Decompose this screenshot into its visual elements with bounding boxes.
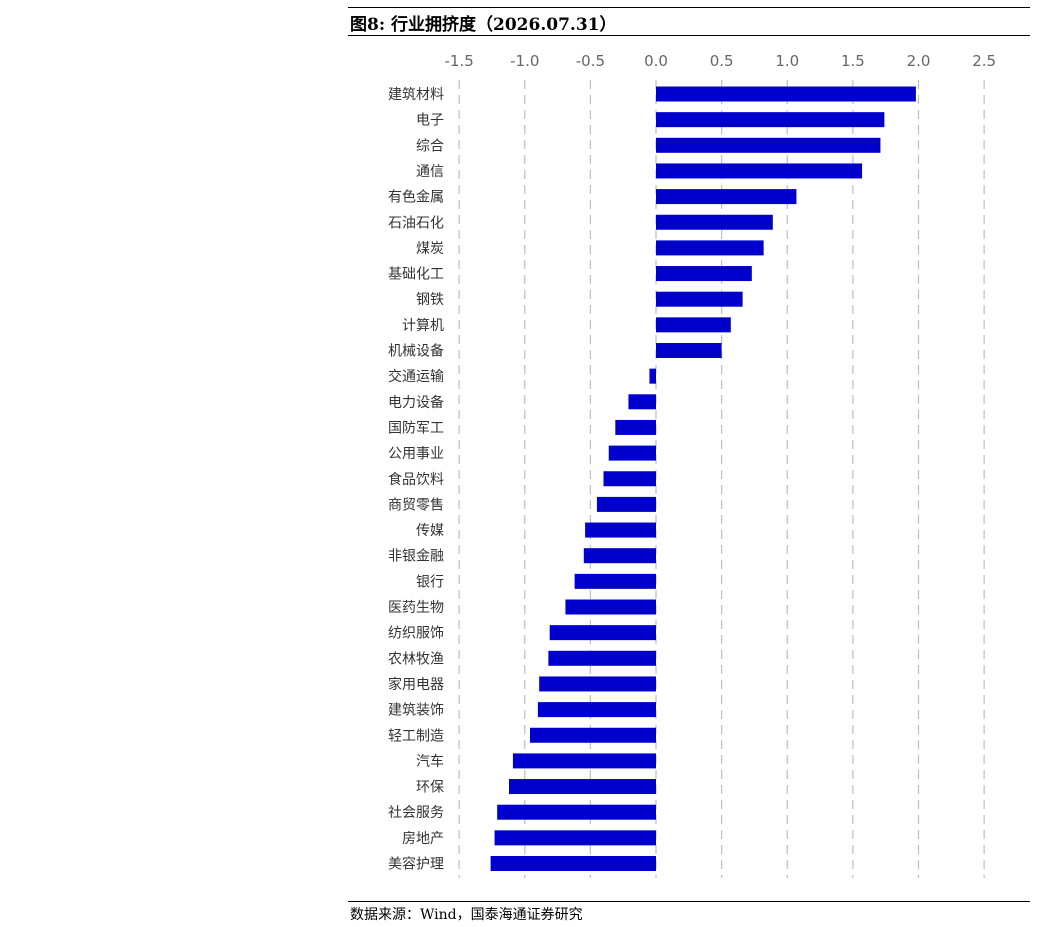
category-label: 国防军工 bbox=[388, 420, 444, 436]
bar bbox=[656, 240, 764, 256]
x-tick-label: 0.0 bbox=[644, 52, 668, 70]
category-label: 有色金属 bbox=[388, 189, 444, 206]
bar bbox=[656, 137, 881, 153]
category-label: 交通运输 bbox=[388, 368, 444, 385]
bar bbox=[615, 419, 656, 435]
top-rule bbox=[348, 7, 1030, 8]
bottom-rule bbox=[348, 901, 1030, 902]
category-label: 商贸零售 bbox=[388, 497, 444, 513]
x-tick-label: -1.0 bbox=[510, 52, 539, 70]
bar bbox=[548, 650, 656, 666]
x-tick-label: 2.5 bbox=[972, 52, 996, 70]
category-label: 钢铁 bbox=[416, 292, 444, 308]
bar bbox=[585, 522, 656, 538]
bars bbox=[490, 86, 916, 871]
bar bbox=[656, 317, 731, 333]
x-tick-label: -1.5 bbox=[444, 52, 473, 70]
category-label: 计算机 bbox=[402, 318, 444, 334]
category-label: 医药生物 bbox=[388, 600, 444, 616]
category-label: 传媒 bbox=[416, 523, 444, 539]
title-rule bbox=[348, 35, 1030, 36]
x-axis-ticks: -1.5 -1.0 -0.5 0.0 0.5 1.0 1.5 2.0 2.5 bbox=[444, 52, 996, 70]
category-label: 煤炭 bbox=[416, 241, 444, 257]
source-note: 数据来源：Wind，国泰海通证券研究 bbox=[350, 907, 583, 923]
category-label: 家用电器 bbox=[388, 676, 444, 693]
category-label: 公用事业 bbox=[388, 446, 444, 462]
bar bbox=[656, 189, 797, 205]
bar bbox=[565, 599, 656, 615]
figure-title: 图8: 行业拥挤度（2026.07.31） bbox=[350, 15, 617, 35]
category-label: 农林牧渔 bbox=[388, 651, 444, 667]
category-label: 建筑装饰 bbox=[388, 703, 444, 719]
bar bbox=[574, 573, 656, 589]
bar bbox=[509, 779, 656, 795]
bar bbox=[596, 496, 656, 512]
category-label: 汽车 bbox=[416, 753, 444, 770]
category-label: 社会服务 bbox=[388, 805, 444, 821]
category-label: 食品饮料 bbox=[388, 471, 444, 488]
bar bbox=[656, 112, 885, 128]
bar bbox=[494, 830, 656, 846]
bar bbox=[512, 753, 656, 769]
bar bbox=[583, 548, 656, 564]
category-label: 机械设备 bbox=[388, 343, 444, 360]
category-labels: 建筑材料电子综合通信有色金属石油石化煤炭基础化工钢铁计算机机械设备交通运输电力设… bbox=[388, 87, 444, 873]
bar bbox=[628, 394, 656, 410]
bar bbox=[490, 856, 656, 871]
category-label: 环保 bbox=[416, 780, 444, 796]
category-label: 美容护理 bbox=[388, 856, 444, 873]
bar bbox=[539, 676, 656, 692]
category-label: 基础化工 bbox=[388, 266, 444, 283]
bar bbox=[530, 727, 656, 743]
category-label: 非银金融 bbox=[388, 549, 444, 565]
bar bbox=[603, 471, 656, 487]
category-label: 石油石化 bbox=[388, 215, 444, 231]
bar bbox=[656, 86, 916, 102]
bar bbox=[537, 702, 656, 718]
bar bbox=[497, 804, 656, 820]
bar bbox=[656, 163, 863, 179]
category-label: 房地产 bbox=[402, 831, 444, 847]
category-label: 综合 bbox=[416, 138, 444, 154]
bar bbox=[608, 445, 656, 461]
x-tick-label: 1.5 bbox=[841, 52, 865, 70]
x-tick-label: 1.0 bbox=[775, 52, 799, 70]
category-label: 建筑材料 bbox=[388, 87, 444, 103]
category-label: 银行 bbox=[416, 574, 444, 590]
x-tick-label: -0.5 bbox=[576, 52, 605, 70]
bar bbox=[649, 368, 656, 384]
category-label: 电力设备 bbox=[388, 394, 444, 411]
x-tick-label: 0.5 bbox=[710, 52, 734, 70]
category-label: 电子 bbox=[416, 113, 444, 129]
bar bbox=[656, 266, 752, 282]
bar bbox=[656, 343, 722, 358]
bar bbox=[656, 291, 743, 307]
category-label: 轻工制造 bbox=[388, 728, 444, 744]
category-label: 纺织服饰 bbox=[388, 626, 444, 642]
bar bbox=[549, 625, 656, 641]
x-tick-label: 2.0 bbox=[907, 52, 931, 70]
bar bbox=[656, 214, 773, 230]
category-label: 通信 bbox=[416, 164, 444, 180]
